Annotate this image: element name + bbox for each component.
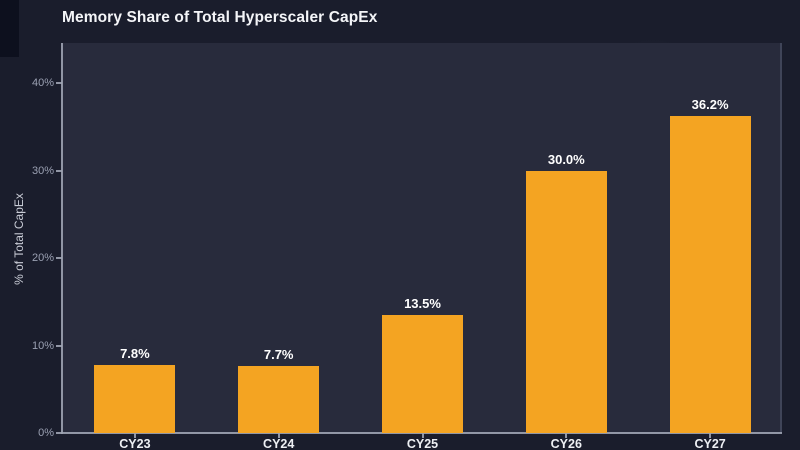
bar-cy25 [382, 314, 463, 433]
corner-shade [0, 0, 19, 57]
bar-value-label-cy27: 36.2% [691, 97, 729, 113]
y-tick-label-30%: 30% [31, 164, 54, 177]
y-tick-20% [56, 257, 62, 260]
y-axis-title: % of Total CapEx [12, 193, 26, 285]
y-tick-0% [56, 432, 62, 434]
x-tick-cy23 [133, 433, 136, 438]
x-tick-label-cy23: CY23 [119, 437, 151, 450]
y-tick-label-10%: 10% [31, 339, 54, 352]
x-tick-label-cy27: CY27 [694, 437, 726, 450]
bar-cy24 [238, 365, 320, 433]
y-tick-40% [56, 82, 62, 85]
x-tick-cy25 [421, 433, 424, 438]
y-tick-label-40%: 40% [31, 77, 54, 90]
x-tick-label-cy25: CY25 [406, 437, 439, 450]
chart-title: Memory Share of Total Hyperscaler CapEx [62, 9, 378, 26]
bar-value-label-cy23: 7.8% [120, 345, 150, 361]
y-tick-label-0%: 0% [38, 427, 54, 439]
bar-value-label-cy24: 7.7% [263, 346, 294, 362]
x-tick-label-cy26: CY26 [550, 437, 582, 450]
bar-cy27 [669, 116, 751, 433]
x-tick-cy27 [709, 433, 712, 438]
y-axis-line [61, 43, 63, 434]
bar-value-label-cy26: 30.0% [547, 151, 585, 167]
y-tick-30% [56, 169, 62, 172]
bar-cy23 [94, 364, 176, 433]
x-tick-cy24 [277, 433, 280, 438]
x-tick-cy26 [565, 433, 568, 438]
y-tick-10% [56, 344, 62, 347]
bar-cy26 [525, 170, 607, 433]
bar-value-label-cy25: 13.5% [404, 295, 441, 311]
y-tick-label-20%: 20% [31, 252, 54, 265]
x-tick-label-cy24: CY24 [263, 437, 295, 450]
